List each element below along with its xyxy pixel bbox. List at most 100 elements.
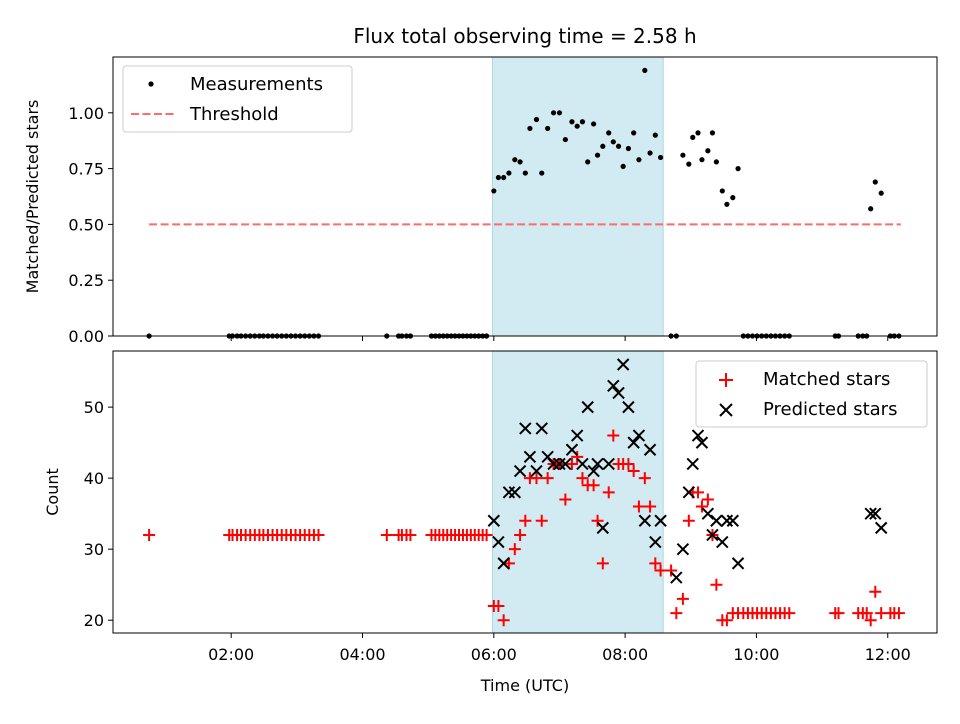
matched-star-marker [497,614,510,627]
ratio-x-ticks [230,336,889,341]
matched-star-marker [695,500,708,513]
ratio-y-ticks: 0.00 0.25 0.50 0.75 1.00 [68,104,113,346]
matched-star-marker [627,465,640,478]
measurement-point [600,143,606,149]
matched-star-points [143,429,905,627]
matched-star-marker [665,564,678,577]
count-y-tick-label: 30 [84,540,104,559]
predicted-star-marker [602,457,615,471]
matched-star-marker [576,472,589,485]
count-axes-frame [112,350,938,634]
measurement-point [522,170,528,176]
legend-predicted-label: Predicted stars [763,399,897,420]
predicted-star-marker [731,557,745,570]
measurement-point [615,143,622,149]
predicted-star-points [487,358,888,584]
measurement-point [491,188,497,194]
measurement-point [512,157,518,163]
predicted-star-marker [701,507,715,520]
measurement-point [878,190,884,196]
matched-star-marker [571,450,584,463]
measurement-point [713,159,719,165]
matched-star-marker [404,528,417,541]
predicted-star-marker [513,464,527,478]
predicted-star-marker [535,422,548,435]
matched-star-marker [632,500,645,513]
predicted-star-marker [632,429,646,442]
chart-title: Flux total observing time = 2.58 h [353,24,696,48]
matched-star-marker [514,528,527,541]
measurement-point [868,206,874,212]
predicted-star-marker [565,443,579,456]
measurement-point [695,130,701,136]
measurement-point [533,116,540,123]
count-y-tick-label: 20 [84,611,104,630]
matched-star-marker [676,592,689,605]
count-y-tick-label: 40 [84,469,104,488]
ratio-panel: 0.00 0.25 0.50 0.75 1.00 Matched/Predicted s… [23,56,938,346]
predicted-star-marker [643,443,657,456]
observing-window-shade [491,350,664,634]
measurement-point [735,166,741,172]
predicted-star-marker [587,464,600,478]
count-y-axis-label: Count [43,468,62,516]
matched-star-marker [892,607,905,620]
matched-star-marker [602,486,615,499]
predicted-star-marker [508,486,522,499]
measurement-point [647,150,653,156]
predicted-star-marker [716,535,729,549]
ratio-y-tick-label: 0.25 [68,271,104,290]
predicted-star-marker [869,507,882,520]
ratio-legend-box [122,65,353,133]
predicted-star-marker [676,542,690,556]
predicted-star-marker [581,400,594,414]
predicted-star-marker [497,557,510,570]
matched-star-marker [380,528,393,541]
predicted-star-marker [627,436,640,449]
measurement-point [620,163,626,169]
predicted-star-marker [616,358,630,371]
measurement-point [527,125,533,132]
count-y-ticks: 20 30 40 50 [84,398,113,630]
predicted-star-marker [523,450,537,464]
predicted-star-marker [638,514,652,527]
measurement-point [545,125,551,132]
predicted-star-marker [670,571,683,584]
matched-star-marker [710,578,723,591]
matched-star-marker [492,600,505,613]
matched-star-marker [565,457,578,470]
predicted-star-marker [686,457,699,471]
predicted-star-marker [654,514,667,527]
measurement-point [652,132,658,138]
ratio-y-tick-label: 1.00 [68,104,104,123]
measurement-point [594,152,601,158]
ratio-y-axis-label: Matched/Predicted stars [23,100,42,294]
matched-star-marker [480,528,493,541]
predicted-star-marker [530,464,543,478]
measurement-point [574,123,580,129]
legend-matched-marker [719,373,733,387]
count-x-tick-label: 12:00 [865,645,911,664]
count-x-tick-label: 08:00 [602,645,648,664]
predicted-star-marker [726,514,740,527]
predicted-star-marker [502,486,516,499]
matched-star-marker [535,514,548,527]
measurement-point [709,130,716,136]
count-x-ticks: 02:00 04:00 06:00 08:00 10:00 12:00 [208,633,911,664]
x-axis-label: Time (UTC) [480,676,569,695]
count-x-tick-label: 06:00 [471,645,517,664]
predicted-star-marker [487,514,501,527]
predicted-star-marker [547,457,560,471]
predicted-star-marker [553,457,566,471]
measurement-point [872,179,878,185]
measurement-point [631,130,637,136]
matched-star-marker [596,557,609,570]
matched-star-marker [530,472,543,485]
matched-star-marker [670,607,683,620]
count-legend: Matched stars Predicted stars [695,360,928,428]
predicted-star-marker [591,457,604,471]
measurement-point [495,174,502,181]
predicted-star-marker [691,429,705,442]
measurement-point [606,130,612,136]
